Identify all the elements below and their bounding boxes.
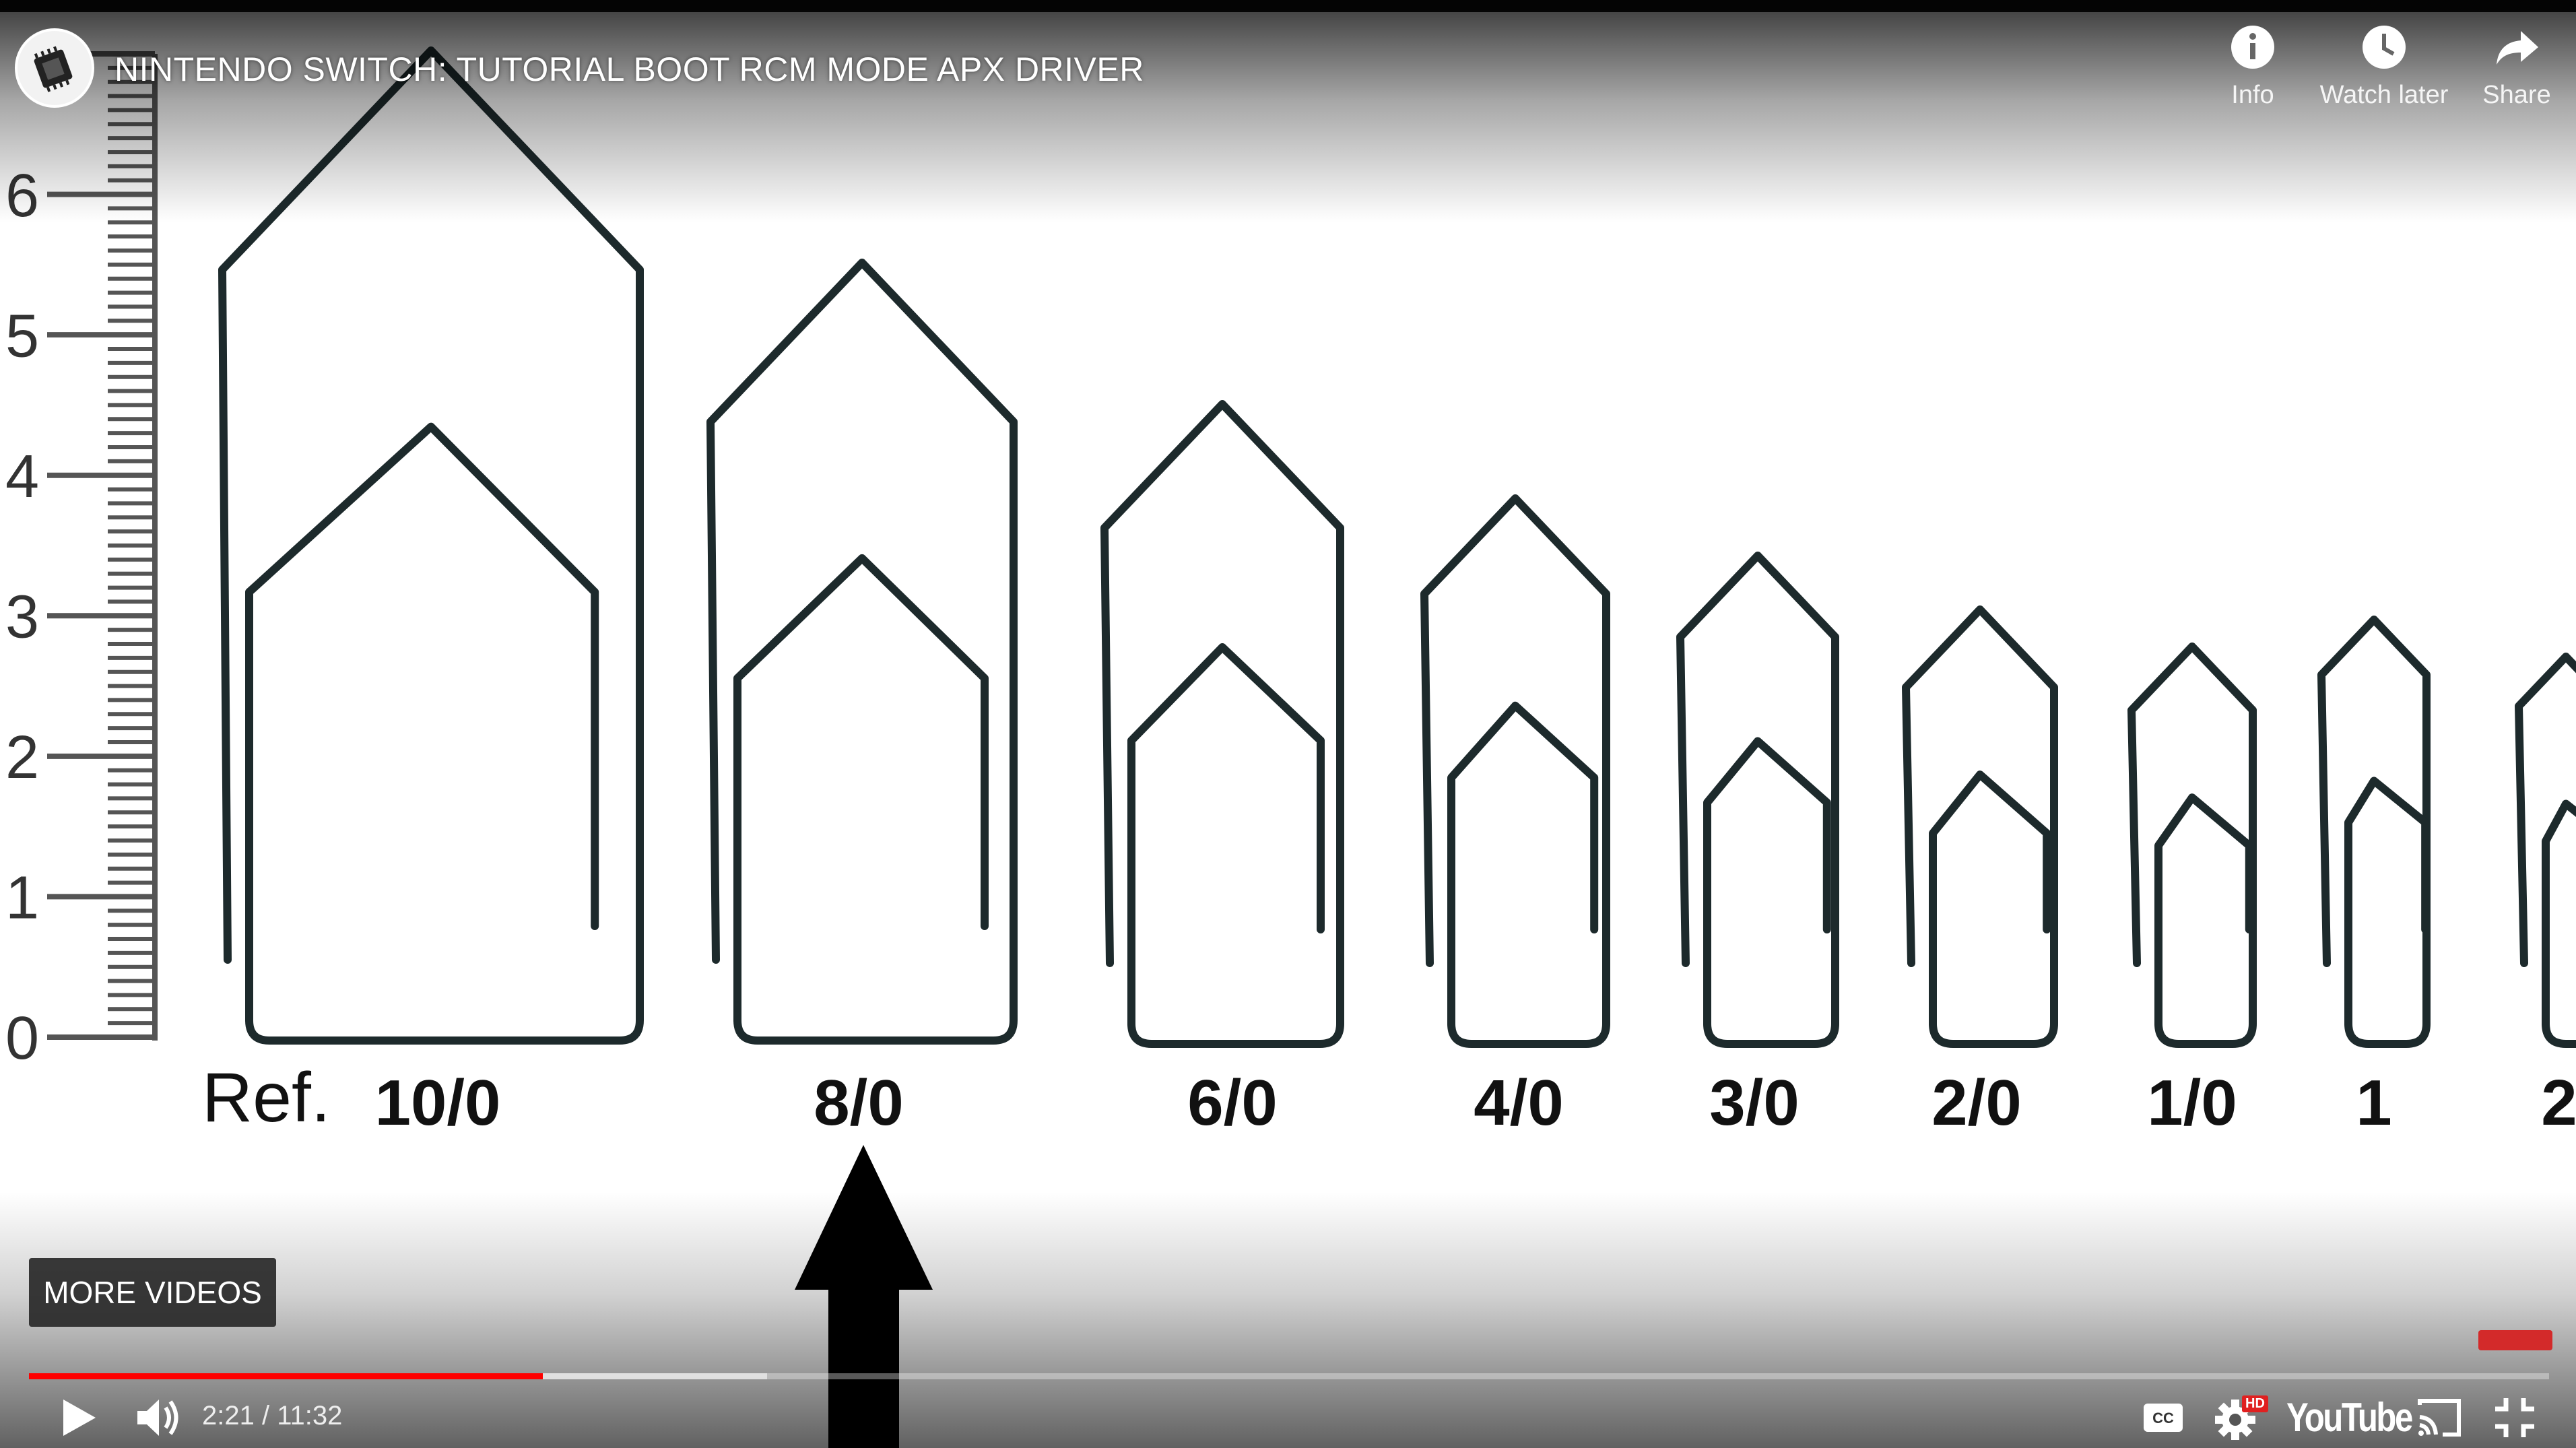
time-separator: /: [254, 1401, 277, 1430]
clip-size-label: 4/0: [1474, 1067, 1563, 1139]
cc-icon[interactable]: CC: [2138, 1393, 2188, 1443]
paper-clip: [2127, 643, 2257, 1048]
ruler-label: 2: [5, 724, 39, 791]
paper-clip-inner: [2154, 793, 2253, 1028]
ruler-label: 5: [5, 303, 39, 370]
paper-clip-inner: [733, 554, 989, 1024]
more-videos-button[interactable]: MORE VIDEOS: [29, 1258, 276, 1327]
top-gradient: [0, 0, 2576, 222]
ref-label: Ref.: [202, 1059, 331, 1137]
paper-clip: [2317, 616, 2431, 1048]
paper-clip-inner: [1703, 737, 1831, 1028]
ruler-label: 1: [5, 865, 39, 932]
bottom-gradient: [0, 1192, 2576, 1448]
volume-icon[interactable]: [132, 1393, 182, 1443]
info-button[interactable]: Info: [2179, 23, 2327, 110]
youtube-logo[interactable]: YouTube: [2286, 1395, 2413, 1440]
progress-bar[interactable]: [29, 1371, 2549, 1381]
hd-badge: HD: [2242, 1395, 2268, 1412]
paper-clip-inner: [1127, 643, 1325, 1028]
watch-later-label: Watch later: [2319, 81, 2449, 109]
ruler-label: 3: [5, 584, 39, 651]
channel-watermark[interactable]: [2478, 1330, 2552, 1350]
ruler-label: 4: [5, 443, 39, 511]
progress-track: [29, 1373, 2549, 1379]
exit-fullscreen-icon[interactable]: [2490, 1393, 2540, 1443]
clip-size-label: 10/0: [375, 1067, 501, 1139]
clip-size-label: 3/0: [1709, 1067, 1799, 1139]
paper-clip: [1902, 605, 2058, 1048]
clip-size-label: 2/0: [1931, 1067, 2021, 1139]
settings-button[interactable]: HD: [2212, 1393, 2269, 1443]
clock-icon: [2363, 26, 2406, 69]
paper-clip-inner: [1929, 770, 2051, 1028]
clip-size-label: 1/0: [2147, 1067, 2237, 1139]
play-icon[interactable]: [54, 1393, 104, 1443]
paper-clip: [218, 46, 644, 1045]
info-label: Info: [2231, 81, 2274, 109]
paper-clip-inner: [1447, 701, 1599, 1028]
video-title[interactable]: NINTENDO SWITCH: TUTORIAL BOOT RCM MODE …: [114, 51, 1144, 88]
ruler-label: 0: [5, 1005, 39, 1072]
paper-clip-inner: [245, 422, 599, 1024]
paper-clip: [2515, 653, 2576, 1048]
paper-clip: [706, 259, 1018, 1045]
paper-clip-inner: [2344, 777, 2430, 1028]
share-button[interactable]: Share: [2443, 23, 2576, 110]
watch-later-button[interactable]: Watch later: [2310, 23, 2458, 110]
paper-clip: [1420, 494, 1610, 1048]
clip-size-label: 6/0: [1187, 1067, 1277, 1139]
progress-played: [29, 1373, 543, 1379]
clip-size-label: 1: [2356, 1067, 2391, 1139]
info-icon: [2231, 26, 2274, 69]
clip-size-label: 2: [2541, 1067, 2576, 1139]
paper-clip-inner: [2542, 799, 2576, 1028]
clip-size-label: 8/0: [814, 1067, 903, 1139]
time-display: 2:21 / 11:32: [202, 1401, 342, 1431]
current-time: 2:21: [202, 1401, 255, 1430]
duration: 11:32: [277, 1401, 343, 1430]
svg-text:CC: CC: [2152, 1410, 2174, 1426]
paper-clip: [1676, 552, 1839, 1048]
cast-icon[interactable]: [2414, 1393, 2464, 1443]
channel-avatar[interactable]: [15, 28, 94, 108]
share-label: Share: [2482, 81, 2551, 109]
paper-clip: [1100, 400, 1344, 1048]
share-icon: [2497, 31, 2538, 65]
